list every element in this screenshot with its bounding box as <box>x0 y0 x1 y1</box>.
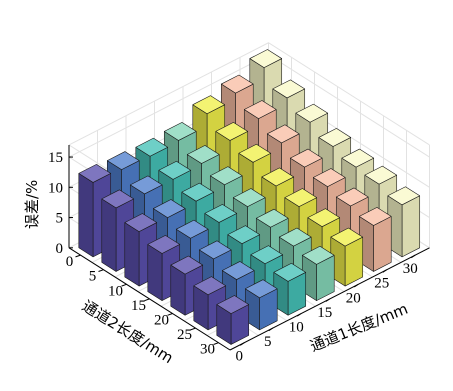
x-tick-label: 25 <box>374 276 389 292</box>
bar-x5-y30 <box>244 279 278 331</box>
bar-x0-y30 <box>216 295 250 345</box>
y-tick-label: 0 <box>66 254 74 270</box>
y-tick-label: 15 <box>131 298 146 314</box>
z-tick-label: 10 <box>48 180 63 196</box>
y-tick-label: 25 <box>177 327 192 343</box>
z-axis-label: 误差/% <box>23 180 41 229</box>
y-tick-label: 5 <box>89 269 97 285</box>
x-tick-label: 5 <box>264 334 272 350</box>
z-tick-label: 5 <box>56 211 64 227</box>
y-tick-label: 10 <box>108 283 123 299</box>
z-tick-label: 15 <box>48 150 63 166</box>
x-tick-label: 15 <box>317 305 332 321</box>
z-tick-label: 0 <box>56 241 64 257</box>
y-axis-label: 通道2长度/mm <box>79 297 177 367</box>
bars <box>78 49 421 345</box>
bar-x25-y30 <box>358 207 392 272</box>
x-tick-label: 0 <box>236 349 244 365</box>
y-tick-label: 20 <box>154 313 169 329</box>
bar-x0-y15 <box>147 235 181 301</box>
x-tick-label: 20 <box>346 290 361 306</box>
bar-x30-y30 <box>387 186 421 258</box>
x-tick-label: 30 <box>403 261 418 277</box>
bar-x10-y30 <box>273 262 307 316</box>
bar-x15-y30 <box>301 245 335 301</box>
x-tick-label: 10 <box>289 320 304 336</box>
y-tick-label: 30 <box>200 342 215 358</box>
bar-x20-y30 <box>330 227 364 287</box>
